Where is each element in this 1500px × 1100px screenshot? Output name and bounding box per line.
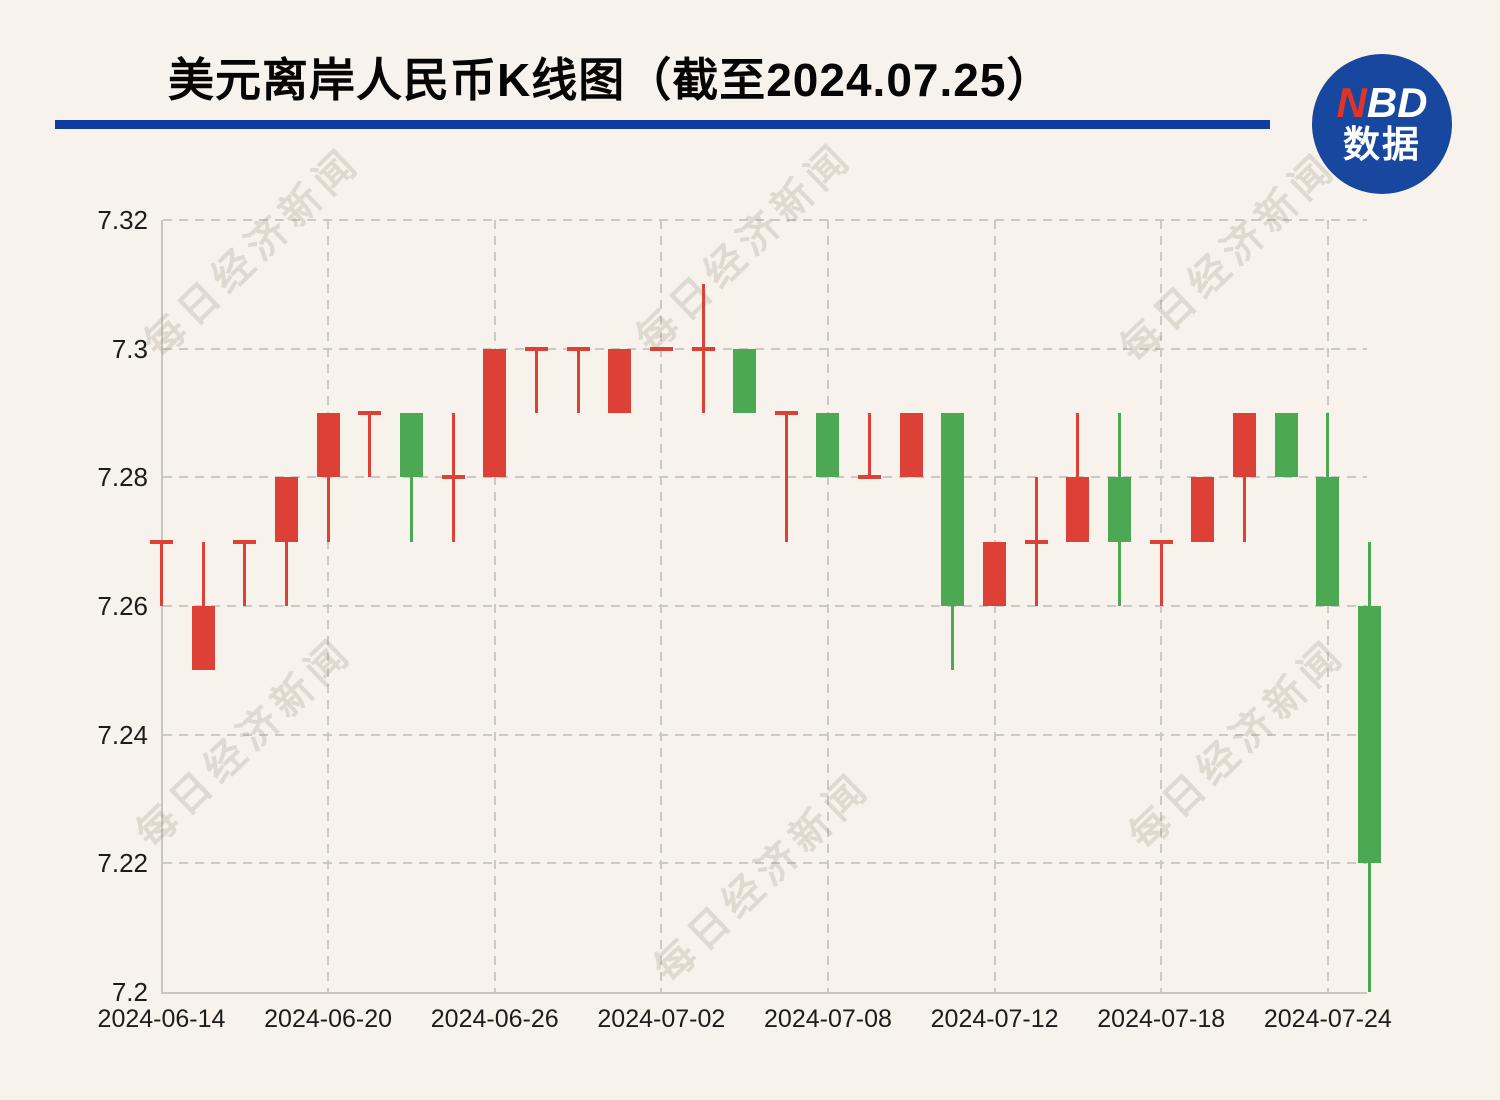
h-gridline bbox=[163, 862, 1367, 865]
watermark: 每日经济新闻 bbox=[646, 764, 880, 992]
candle-wick bbox=[1159, 541, 1163, 606]
candle-body bbox=[1357, 606, 1381, 864]
nbd-logo-text: NBD bbox=[1336, 79, 1428, 126]
candle-doji-bar bbox=[1149, 539, 1173, 544]
y-axis-label: 7.3 bbox=[111, 333, 148, 364]
v-gridline bbox=[993, 220, 996, 992]
candle-wick bbox=[243, 541, 247, 606]
candle-body bbox=[1274, 413, 1298, 478]
candle-wick bbox=[868, 413, 872, 478]
candle-body bbox=[316, 413, 340, 478]
v-gridline bbox=[660, 220, 663, 992]
nbd-logo-subtext: 数据 bbox=[1343, 124, 1421, 165]
candle-body bbox=[941, 413, 965, 606]
candle-wick bbox=[409, 413, 413, 542]
watermark: 每日经济新闻 bbox=[1121, 631, 1355, 859]
h-gridline bbox=[163, 733, 1367, 736]
candle-doji-bar bbox=[649, 346, 673, 351]
candle-wick bbox=[576, 348, 580, 413]
candle-doji-bar bbox=[150, 539, 173, 544]
candle-body bbox=[191, 606, 215, 671]
candle-body bbox=[983, 541, 1007, 606]
title-divider bbox=[55, 120, 1270, 129]
nbd-data-logo: NBD 数据 bbox=[1312, 54, 1452, 194]
page-title: 美元离岸人民币K线图（截至2024.07.25） bbox=[168, 54, 1054, 106]
y-axis-line bbox=[161, 220, 163, 992]
v-gridline bbox=[826, 220, 829, 992]
candle-wick bbox=[1243, 413, 1247, 542]
h-gridline bbox=[163, 476, 1367, 479]
y-axis-label: 7.26 bbox=[97, 591, 148, 621]
candle-wick bbox=[368, 413, 372, 478]
candle-doji-bar bbox=[524, 346, 548, 351]
candle-body bbox=[274, 477, 298, 542]
candle-doji-bar bbox=[233, 539, 257, 544]
candle-wick bbox=[784, 413, 788, 542]
v-gridline bbox=[327, 220, 330, 992]
x-axis-line bbox=[161, 992, 1367, 994]
candle-body bbox=[399, 413, 423, 478]
x-axis-label: 2024-07-18 bbox=[1097, 1005, 1226, 1033]
watermark: 每日经济新闻 bbox=[1112, 144, 1346, 372]
x-axis-label: 2024-07-02 bbox=[597, 1005, 726, 1033]
candle-wick bbox=[201, 541, 205, 671]
candle-doji-bar bbox=[358, 411, 382, 415]
candle-body bbox=[1108, 477, 1132, 542]
candle-body bbox=[1316, 477, 1340, 606]
v-gridline bbox=[1326, 220, 1329, 992]
candle-doji-bar bbox=[1024, 539, 1048, 544]
y-axis-label: 7.22 bbox=[97, 848, 148, 879]
h-gridline bbox=[163, 347, 1367, 350]
candle-body bbox=[608, 348, 632, 413]
candle-body bbox=[1066, 477, 1090, 542]
h-gridline bbox=[163, 219, 1367, 221]
candle-body bbox=[733, 348, 757, 413]
candle-doji-bar bbox=[441, 475, 465, 480]
candle-wick bbox=[326, 413, 330, 542]
x-axis-label: 2024-07-08 bbox=[764, 1005, 892, 1033]
x-axis-label: 2024-06-26 bbox=[430, 1005, 559, 1033]
candle-body bbox=[899, 413, 923, 478]
x-axis-label: 2024-07-24 bbox=[1263, 1005, 1392, 1033]
candle-body bbox=[483, 348, 507, 478]
x-axis-label: 2024-06-20 bbox=[264, 1005, 393, 1033]
x-axis-label: 2024-06-14 bbox=[97, 1005, 226, 1033]
candle-doji-bar bbox=[774, 411, 798, 415]
candle-doji-bar bbox=[691, 346, 715, 351]
y-axis-label: 7.32 bbox=[97, 205, 148, 235]
candle-wick bbox=[284, 477, 288, 606]
v-gridline bbox=[493, 220, 496, 992]
candle-doji-bar bbox=[858, 475, 882, 480]
x-axis-label: 2024-07-12 bbox=[930, 1005, 1059, 1033]
candle-wick bbox=[160, 541, 163, 606]
candle-doji-bar bbox=[566, 346, 590, 351]
candle-wick bbox=[534, 348, 538, 413]
h-gridline bbox=[163, 605, 1367, 607]
candle-body bbox=[816, 413, 840, 478]
candle-body bbox=[1233, 413, 1257, 478]
y-axis-label: 7.2 bbox=[111, 977, 148, 1007]
v-gridline bbox=[1160, 220, 1163, 992]
watermark: 每日经济新闻 bbox=[136, 139, 370, 367]
candle-body bbox=[1191, 477, 1215, 542]
y-axis-label: 7.28 bbox=[97, 462, 148, 493]
y-axis-label: 7.24 bbox=[97, 719, 148, 750]
